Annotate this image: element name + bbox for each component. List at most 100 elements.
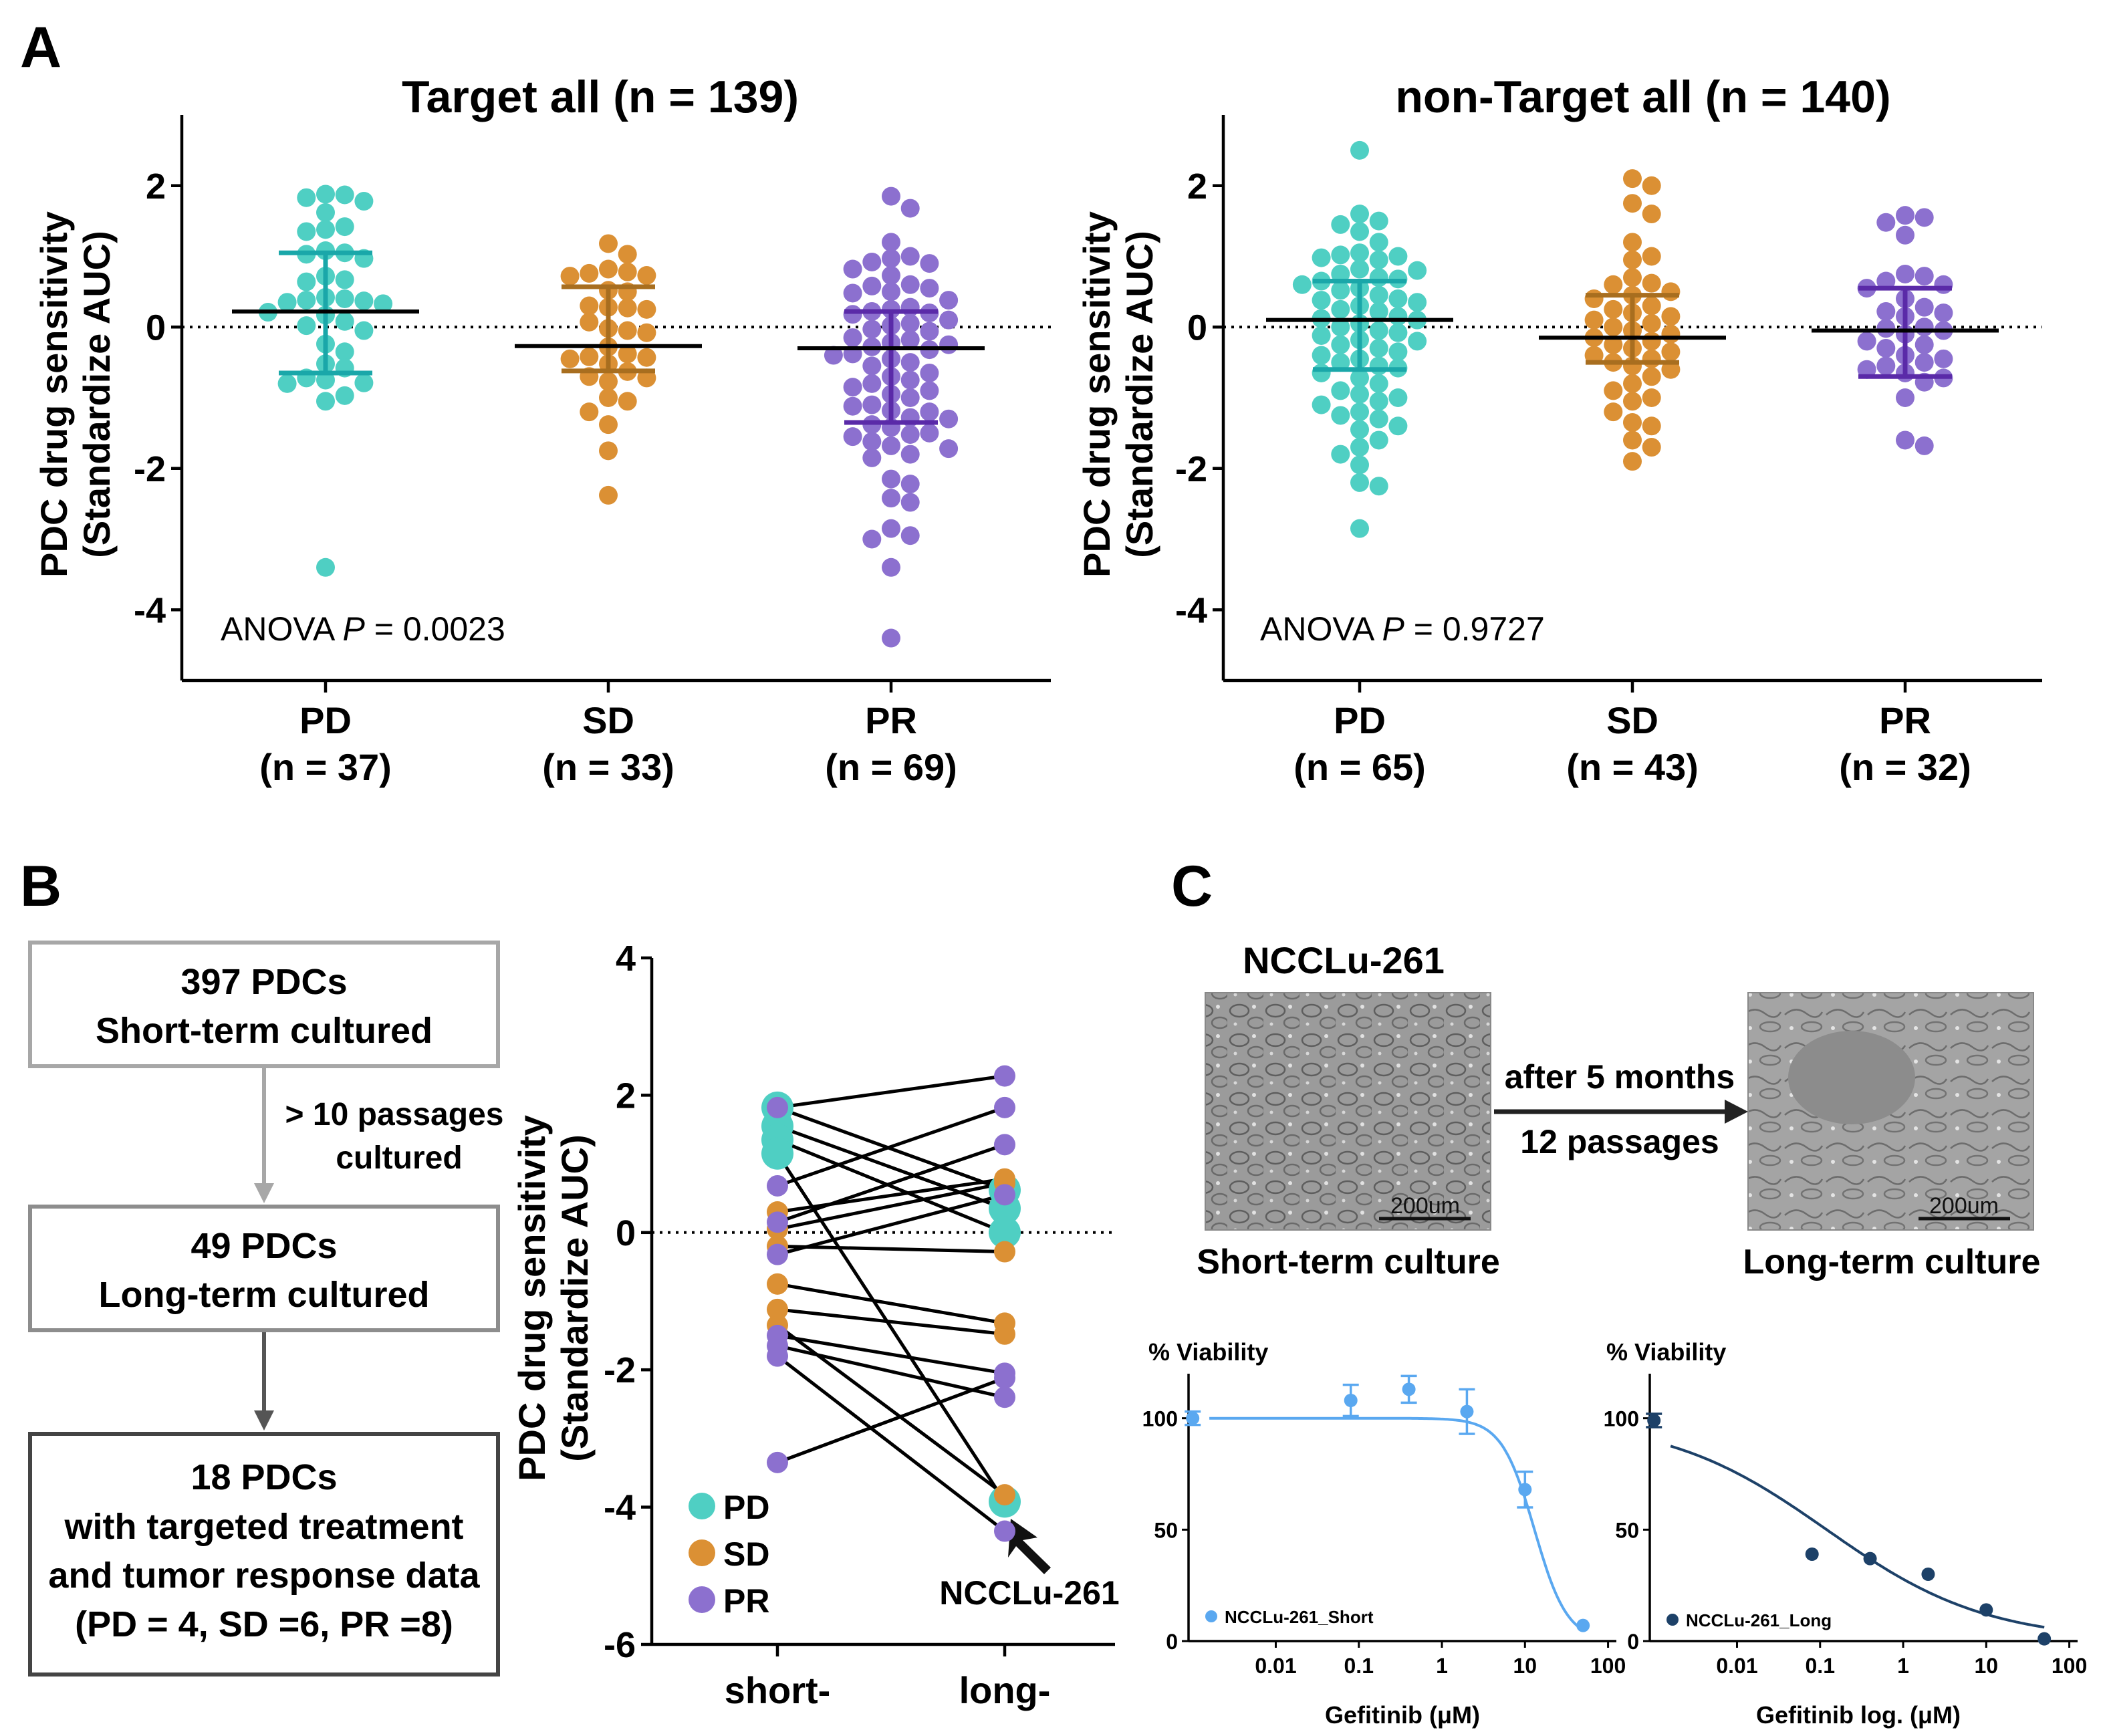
data-point-pd <box>1369 477 1388 496</box>
x-tick-label: 0.1 <box>1344 1654 1374 1678</box>
data-point-sd <box>618 245 637 264</box>
flow-box3-line3: and tumor response data <box>48 1556 480 1596</box>
data-point-sd <box>580 347 599 366</box>
long-term-caption: Long-term culture <box>1743 1243 2041 1281</box>
data-point-pd <box>316 557 335 577</box>
fit-curve <box>1209 1416 1584 1632</box>
data-point-sd <box>1623 413 1642 432</box>
non-target-all-group-sd: SD <box>1606 699 1658 741</box>
pair-line <box>776 1354 1006 1533</box>
legend-pd-label: PD <box>723 1489 769 1526</box>
short-point-pr <box>767 1451 788 1473</box>
data-point-pr <box>843 396 862 416</box>
data-point-pd <box>1331 264 1350 283</box>
data-point-sd <box>1642 247 1661 266</box>
y-tick-label: 2 <box>616 1076 636 1116</box>
y-tick-label: 2 <box>1187 166 1207 207</box>
data-point-pd <box>1350 140 1369 160</box>
data-point-sd <box>1642 273 1661 293</box>
data-point-pd <box>335 270 354 289</box>
flow-arrow-label-line2: cultured <box>336 1140 462 1176</box>
data-point-sd <box>1642 176 1661 195</box>
data-point-pd <box>277 374 297 393</box>
data-point-sd <box>580 312 599 332</box>
data-point-pr <box>900 314 920 333</box>
data-point-pr <box>862 448 882 467</box>
data-point-pr <box>900 275 920 294</box>
legend-pr-label: PR <box>723 1582 769 1620</box>
data-point-pr <box>920 402 939 422</box>
short-legend-label: NCCLu-261_Short <box>1225 1607 1374 1627</box>
data-point-pr <box>882 266 900 285</box>
panel-label-c: C <box>1171 854 1213 918</box>
data-point-pr <box>1896 388 1914 407</box>
long-point-pr <box>994 1096 1015 1118</box>
data-point <box>1344 1394 1358 1407</box>
data-point-sd <box>599 485 618 505</box>
y-tick-label: 0 <box>146 307 166 348</box>
culture-arrow-label-line1: after 5 months <box>1505 1058 1735 1096</box>
long-legend-label: NCCLu-261_Long <box>1686 1610 1832 1630</box>
target-all-n-pr: (n = 69) <box>825 746 957 788</box>
data-point-pr <box>862 320 882 339</box>
data-point-pd <box>335 312 354 331</box>
non-target-all-n-pd: (n = 65) <box>1293 746 1426 788</box>
data-point-pr <box>1896 225 1914 245</box>
data-point-pr <box>900 424 920 444</box>
data-point-pr <box>1876 356 1896 376</box>
data-point-pr <box>900 526 920 545</box>
data-point-pr <box>882 489 900 508</box>
y-tick-label: -4 <box>134 590 166 630</box>
data-point-pr <box>882 249 900 268</box>
non-target-all-plot: non-Target all (n = 140) PDC drug sensit… <box>1076 72 2042 788</box>
data-point-pr <box>1914 297 1934 317</box>
data-point-pd <box>335 217 354 237</box>
data-point-pd <box>335 289 354 308</box>
short-term-micrograph <box>1205 992 1491 1231</box>
data-point-pd <box>1312 326 1331 345</box>
data-point-sd <box>560 349 580 368</box>
data-point-pr <box>843 328 862 348</box>
data-point-sd <box>618 344 637 364</box>
data-point-pr <box>900 353 920 372</box>
data-point-pr <box>862 529 882 549</box>
long-point-pr <box>994 1184 1015 1206</box>
data-point-sd <box>637 323 656 342</box>
data-point-pr <box>900 330 920 350</box>
short-point-pr <box>767 1174 788 1197</box>
data-point-pd <box>1388 388 1408 407</box>
pair-line <box>776 1324 1006 1497</box>
x-tick-label: 0.01 <box>1255 1654 1296 1678</box>
flow-arrowhead-1 <box>254 1183 274 1203</box>
data-point-pr <box>1876 213 1896 232</box>
long-term-micrograph-shading <box>1788 1031 1915 1124</box>
data-point-pd <box>1331 445 1350 464</box>
y-tick-label: 0 <box>616 1213 636 1253</box>
culture-arrowhead <box>1725 1100 1748 1124</box>
data-point-pr <box>939 439 959 459</box>
data-point-pd <box>1369 250 1388 269</box>
data-point-pr <box>862 276 882 295</box>
short-point-pr <box>767 1211 788 1233</box>
non-target-all-ylabel-line1: PDC drug sensitivity <box>1076 211 1118 578</box>
data-point-pd <box>1369 233 1388 252</box>
data-point-pd <box>1350 473 1369 492</box>
long-point-pr <box>994 1065 1015 1087</box>
data-point-pd <box>1350 519 1369 538</box>
data-point-pr <box>900 199 920 218</box>
long-point-pr <box>994 1520 1015 1542</box>
non-target-all-anova-p: P <box>1382 610 1404 648</box>
flow-box3-line2: with targeted treatment <box>64 1507 463 1547</box>
target-all-ylabel: PDC drug sensitivity (Standardize AUC) <box>33 211 118 578</box>
target-all-anova-value: = 0.0023 <box>365 610 505 648</box>
data-point-pd <box>316 203 335 222</box>
long-point-sd <box>994 1241 1015 1263</box>
target-all-ylabel-line2: (Standardize AUC) <box>76 231 118 558</box>
flow-arrow-label-line1: > 10 passages <box>285 1097 504 1132</box>
data-point-pd <box>374 294 393 314</box>
data-point <box>1460 1404 1474 1418</box>
long-point-sd <box>994 1484 1015 1506</box>
data-point-pr <box>1857 332 1876 351</box>
pair-line <box>777 1142 1005 1224</box>
